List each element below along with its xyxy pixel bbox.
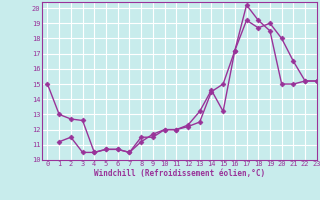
X-axis label: Windchill (Refroidissement éolien,°C): Windchill (Refroidissement éolien,°C) <box>94 169 265 178</box>
